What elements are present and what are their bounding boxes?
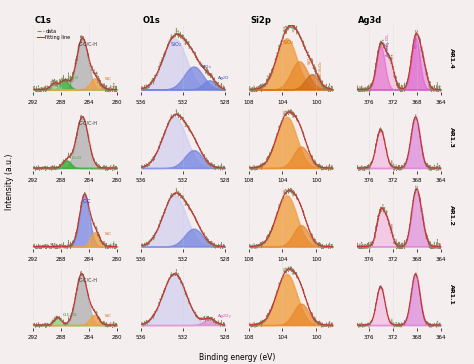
Text: SiC: SiC [105,232,112,236]
Text: C1s: C1s [35,16,52,25]
Text: Ag3d: Ag3d [358,16,383,25]
Text: Binding energy (eV): Binding energy (eV) [199,353,275,362]
Text: SiO$_2$: SiO$_2$ [283,39,295,47]
Text: C-C/C-H: C-C/C-H [79,277,98,282]
Legend: data, fitting line: data, fitting line [36,28,72,41]
Text: C-C/C-H: C-C/C-H [79,120,98,126]
Text: Intensity (a.u.): Intensity (a.u.) [5,154,14,210]
Text: O1s: O1s [143,16,160,25]
Text: C=O: C=O [72,156,82,160]
Text: Ag$_2$O: Ag$_2$O [217,74,230,82]
Text: SiO$_2$: SiO$_2$ [171,40,182,49]
Text: AR1.4: AR1.4 [449,48,454,69]
Text: SiC/SiO$_x$: SiC/SiO$_x$ [318,60,326,78]
Text: C=O: C=O [68,76,78,80]
Text: C-C/C-H: C-C/C-H [79,42,98,47]
Text: C-C: C-C [83,199,91,204]
Text: AR1.2: AR1.2 [449,205,454,226]
Text: O-C=O: O-C=O [60,79,74,83]
Text: SiO$_x$: SiO$_x$ [201,63,212,71]
Text: O-C=O: O-C=O [63,313,77,317]
Text: AR1.3: AR1.3 [449,127,454,148]
Text: Ag$_2$O$_y$: Ag$_2$O$_y$ [217,313,232,321]
Text: SiC: SiC [105,77,112,81]
Text: Ag$_2$O/Ag$_2$CO$_3$: Ag$_2$O/Ag$_2$CO$_3$ [383,32,392,57]
Text: AR1.1: AR1.1 [449,284,454,305]
Text: SiO$_x$: SiO$_x$ [306,55,314,66]
Text: Si2p: Si2p [250,16,271,25]
Text: SiC: SiC [105,314,112,318]
Text: AgO/Ag: AgO/Ag [414,35,418,48]
